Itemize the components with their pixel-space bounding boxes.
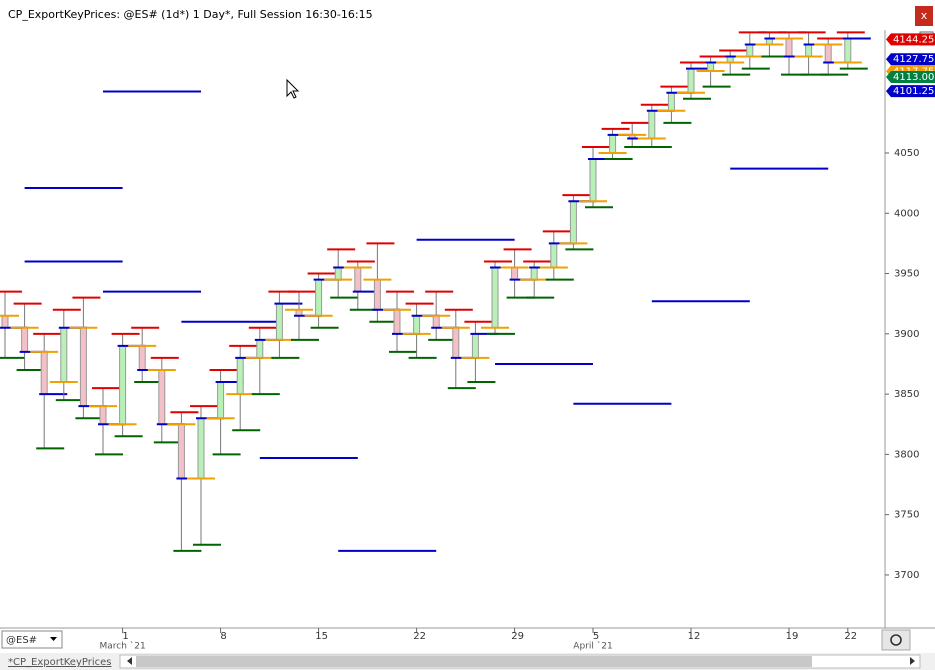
scroll-left[interactable] — [127, 657, 132, 665]
candle-body — [275, 303, 283, 341]
month-label: March `21 — [99, 641, 145, 652]
candle-body — [99, 405, 107, 425]
close-button[interactable] — [915, 6, 933, 26]
candle-body — [315, 279, 323, 317]
candle-body — [785, 37, 793, 58]
candle-body — [21, 327, 29, 353]
x-tick-label: 29 — [511, 631, 524, 642]
candle-body — [40, 351, 48, 395]
x-tick-label: 15 — [315, 631, 328, 642]
x-tick-label: 22 — [413, 631, 426, 642]
refresh-button[interactable] — [881, 629, 911, 651]
x-tick-label: 5 — [593, 631, 599, 642]
candle-body — [432, 315, 440, 329]
candle-body — [177, 423, 185, 480]
y-tick-label: 3900 — [894, 329, 919, 340]
candle-body — [687, 68, 695, 94]
candle-body — [119, 345, 127, 425]
price-marker-label: 4127.75 — [893, 54, 934, 65]
candle-body — [530, 267, 538, 281]
x-tick-label: 22 — [844, 631, 857, 642]
candle-body — [452, 327, 460, 359]
x-tick-label: 12 — [688, 631, 701, 642]
candle-body — [824, 43, 832, 64]
candle-body — [373, 279, 381, 311]
candle-body — [1, 315, 9, 329]
candle-body — [471, 333, 479, 359]
candle-body — [707, 62, 715, 72]
refresh-icon[interactable] — [890, 634, 902, 646]
candle-body — [334, 267, 342, 281]
price-marker — [886, 71, 935, 84]
combo-arrow[interactable] — [50, 637, 57, 641]
candle-body — [589, 158, 597, 202]
close-icon[interactable]: x — [921, 9, 928, 22]
window-title: CP_ExportKeyPrices: @ES# (1d*) 1 Day*, F… — [8, 8, 373, 21]
candle-body — [158, 369, 166, 425]
candle-body — [511, 267, 519, 281]
x-tick-label: 19 — [786, 631, 799, 642]
candle-body — [609, 134, 617, 154]
month-label: April `21 — [573, 641, 612, 652]
y-tick-label: 4000 — [894, 208, 919, 219]
candle-body — [569, 200, 577, 244]
candle-body — [236, 357, 244, 395]
price-marker — [886, 53, 935, 66]
candle-body — [746, 43, 754, 58]
candle-body — [667, 92, 675, 112]
scroll-right[interactable] — [910, 657, 915, 665]
y-tick-label: 3950 — [894, 269, 919, 280]
candle-body — [393, 309, 401, 335]
tab-label[interactable]: *CP_ExportKeyPrices — [8, 657, 111, 668]
y-tick-label: 3750 — [894, 510, 919, 521]
scrollbar-thumb[interactable] — [136, 656, 812, 667]
candle-body — [413, 315, 421, 335]
candle-body — [79, 327, 87, 407]
price-marker — [886, 33, 935, 46]
candle-body — [354, 267, 362, 293]
candle-body — [197, 417, 205, 479]
candle-body — [256, 339, 264, 359]
price-marker — [886, 85, 935, 98]
price-marker-label: 4113.00 — [893, 72, 934, 83]
y-tick-label: 3700 — [894, 570, 919, 581]
y-tick-label: 3800 — [894, 449, 919, 460]
price-marker-label: 4144.25 — [893, 34, 934, 45]
candle-body — [138, 345, 146, 371]
x-tick-label: 1 — [122, 631, 128, 642]
candle-body — [550, 242, 558, 269]
candle-body — [217, 381, 225, 419]
symbol-combo[interactable] — [1, 630, 63, 649]
candle-body — [491, 267, 499, 329]
x-tick-label: 8 — [220, 631, 226, 642]
candle-body — [805, 43, 813, 58]
candle-body — [60, 327, 68, 383]
candle-body — [648, 110, 656, 140]
y-tick-label: 3850 — [894, 389, 919, 400]
symbol-text[interactable]: @ES# — [6, 635, 37, 646]
y-tick-label: 4050 — [894, 148, 919, 159]
candle-body — [844, 37, 852, 64]
mouse-cursor — [286, 78, 300, 99]
price-marker-label: 4101.25 — [893, 86, 934, 97]
